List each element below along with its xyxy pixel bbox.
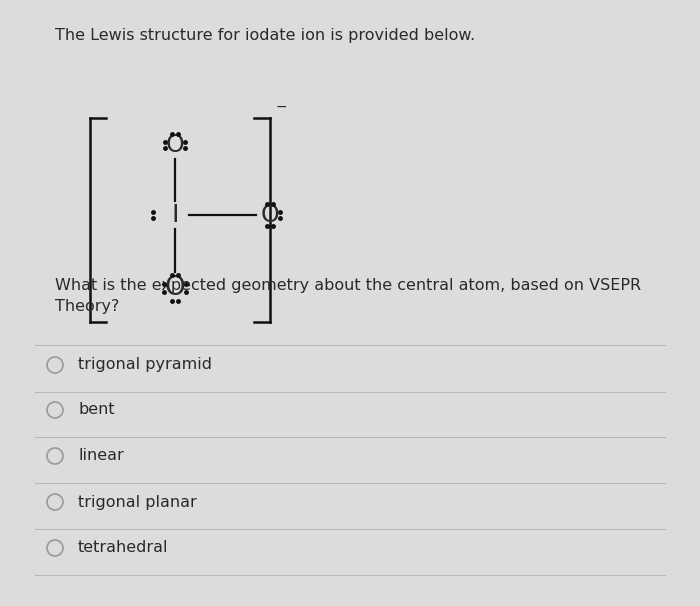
- Text: tetrahedral: tetrahedral: [78, 541, 169, 556]
- Text: O: O: [164, 275, 186, 301]
- Text: bent: bent: [78, 402, 115, 418]
- Text: trigonal pyramid: trigonal pyramid: [78, 358, 212, 373]
- Text: O: O: [260, 203, 279, 227]
- Text: What is the expected geometry about the central atom, based on VSEPR
Theory?: What is the expected geometry about the …: [55, 278, 641, 314]
- Text: I: I: [172, 203, 178, 227]
- Text: −: −: [276, 100, 288, 114]
- Text: The Lewis structure for iodate ion is provided below.: The Lewis structure for iodate ion is pr…: [55, 28, 475, 43]
- Text: O: O: [166, 133, 184, 157]
- Text: linear: linear: [78, 448, 124, 464]
- Text: trigonal planar: trigonal planar: [78, 494, 197, 510]
